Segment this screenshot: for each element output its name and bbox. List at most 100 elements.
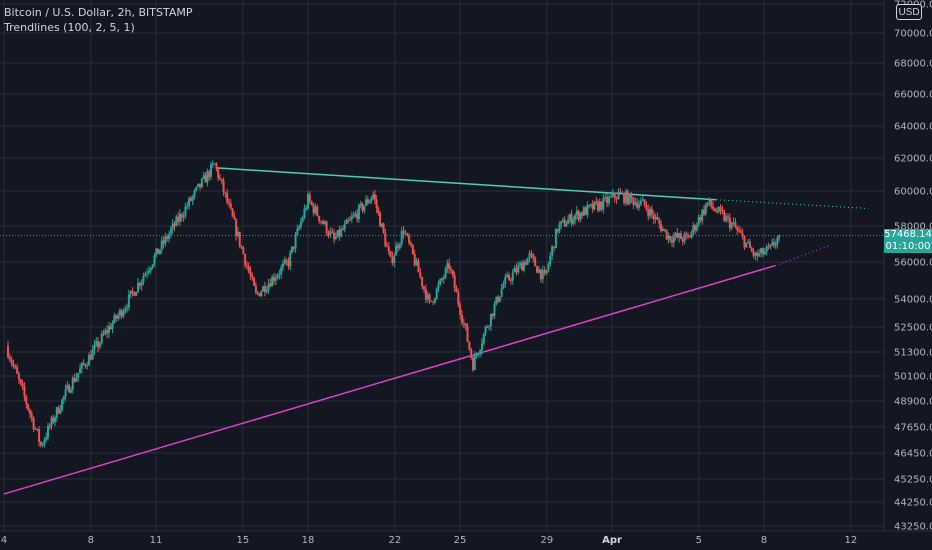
candle-body <box>263 286 266 293</box>
symbol-title[interactable]: Bitcoin / U.S. Dollar, 2h, BITSTAMP <box>4 6 193 19</box>
candle-body <box>375 199 378 209</box>
candle-body <box>597 201 600 211</box>
candle-body <box>769 244 772 247</box>
candle-body <box>776 237 779 244</box>
candle-body <box>111 322 114 330</box>
bar-countdown: 01:10:00 <box>885 241 931 252</box>
candle-body <box>495 296 498 305</box>
candle-body <box>88 354 91 366</box>
time-tick-label: 29 <box>540 535 553 546</box>
indicator-title[interactable]: Trendlines (100, 2, 5, 1) <box>4 21 135 34</box>
candle-body <box>517 265 520 273</box>
candle-body <box>623 193 626 203</box>
time-axis[interactable]: 4 8 11 15 18 22 25 29 Apr 5 8 12 <box>1 535 857 546</box>
candle-body <box>672 236 675 243</box>
candle-body <box>52 417 55 423</box>
candle-body <box>368 200 371 204</box>
time-tick-label: Apr <box>602 535 622 546</box>
candle-body <box>565 224 568 227</box>
candle-body <box>46 425 49 438</box>
candle-body <box>473 355 476 370</box>
candle-body <box>97 340 100 348</box>
candle-body <box>43 439 46 445</box>
candle-body <box>363 205 366 211</box>
candle-body <box>395 245 398 256</box>
candle-body <box>45 437 48 440</box>
candle-body <box>554 229 557 249</box>
candle-body <box>180 213 183 218</box>
time-tick-label: 22 <box>388 535 401 546</box>
candle-body <box>354 213 357 216</box>
candle-body <box>628 193 631 205</box>
price-axis[interactable]: 72000.0070000.0068000.0066000.0064000.00… <box>894 0 932 533</box>
candle-body <box>299 221 302 227</box>
candle-body <box>200 178 203 188</box>
price-tick-label: 48900.00 <box>894 397 932 408</box>
candle-body <box>256 292 259 294</box>
candle-body <box>39 441 42 446</box>
candle-body <box>55 407 58 418</box>
candle-body <box>561 219 564 222</box>
candle-body <box>449 268 452 271</box>
candle-body <box>197 183 200 187</box>
candle-body <box>741 233 744 237</box>
candle-body <box>723 212 726 221</box>
candle-body <box>543 270 546 274</box>
candle-body <box>756 252 759 257</box>
currency-badge[interactable]: USD <box>896 4 922 20</box>
trendlines[interactable] <box>3 167 869 495</box>
candle-body <box>219 178 222 180</box>
candle-body <box>509 279 512 281</box>
candle-body <box>182 216 185 218</box>
candle-body <box>671 240 674 243</box>
candle-body <box>500 288 503 297</box>
candle-body <box>419 272 422 277</box>
resistance-trendline-extension <box>716 199 869 209</box>
candle-body <box>91 349 94 360</box>
candle-body <box>169 229 172 235</box>
candle-body <box>102 333 105 335</box>
candle-body <box>377 208 380 213</box>
candle-body <box>748 241 751 248</box>
candle-body <box>563 219 566 227</box>
candle-body <box>209 164 212 178</box>
candle-body <box>713 208 716 212</box>
candle-body <box>113 315 116 323</box>
candle-body <box>71 377 74 390</box>
candle-body <box>681 239 684 242</box>
price-tick-label: 54000.00 <box>894 295 932 306</box>
candle-body <box>240 245 243 248</box>
candle-body <box>461 314 464 323</box>
candle-body <box>699 216 702 221</box>
candle-body <box>262 286 265 292</box>
candle-body <box>64 388 67 397</box>
candle-body <box>107 326 110 334</box>
candle-body <box>581 212 584 216</box>
candle-body <box>236 231 239 236</box>
candle-body <box>710 199 713 207</box>
candle-body <box>138 282 141 286</box>
candle-body <box>598 201 601 211</box>
candle-body <box>558 224 561 232</box>
time-tick-label: 4 <box>1 535 7 546</box>
candle-body <box>155 248 158 256</box>
candle-body <box>296 228 299 236</box>
candle-body <box>258 292 261 297</box>
candle-body <box>157 248 160 254</box>
candle-body <box>345 220 348 224</box>
candle-body <box>14 365 17 368</box>
candle-body <box>79 368 81 374</box>
candle-body <box>391 256 394 264</box>
candle-body <box>767 246 770 248</box>
candle-body <box>213 163 216 165</box>
candle-body <box>572 219 575 224</box>
candle-body <box>341 229 344 231</box>
candle-body <box>589 203 592 206</box>
candle-body <box>153 255 156 265</box>
candle-body <box>442 277 445 280</box>
candle-body <box>584 207 587 215</box>
candle-body <box>537 269 540 273</box>
candle-body <box>294 235 297 249</box>
